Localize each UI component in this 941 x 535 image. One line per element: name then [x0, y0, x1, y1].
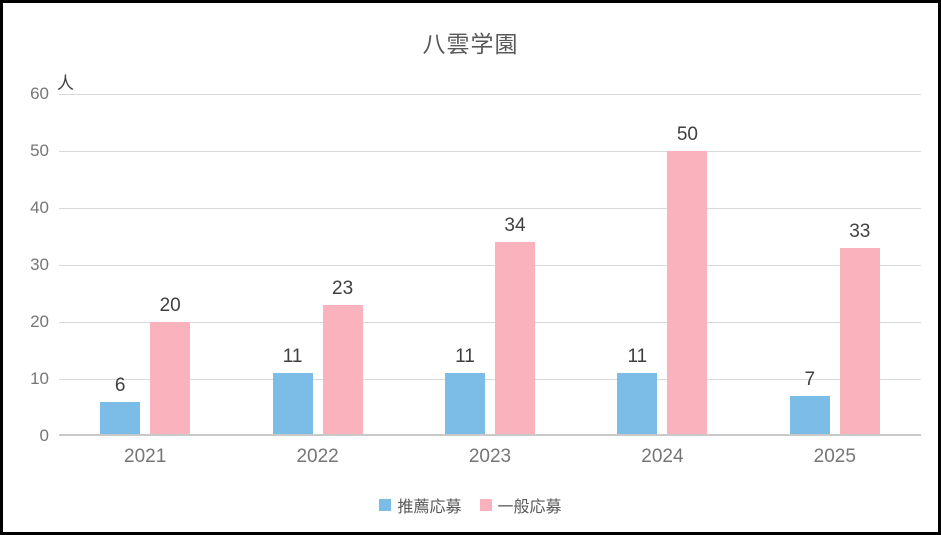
legend-label-一般応募: 一般応募	[497, 499, 562, 516]
bar-推薦応募-2021	[100, 401, 141, 435]
bar-一般応募-2023	[495, 242, 535, 435]
plot-area: 6 20 2021 11 23 2022 11 34 2023 11 50 2024 7 33 2025	[59, 94, 921, 467]
y-axis-tick-labels: 0 10 20 30 40 50 60	[7, 84, 49, 445]
data-label-推薦応募-2025: 7	[804, 369, 816, 391]
bar-推薦応募-2022	[272, 373, 313, 435]
legend-swatch-一般応募	[479, 499, 492, 511]
y-tick-label-50: 50	[30, 140, 49, 160]
legend-item-推薦応募: 推薦応募	[379, 493, 462, 517]
bar-一般応募-2021	[150, 322, 191, 435]
bar-推薦応募-2025	[789, 396, 830, 435]
gridline-30	[59, 265, 921, 266]
data-label-推薦応募-2023: 11	[455, 346, 475, 368]
data-label-一般応募-2021: 20	[159, 295, 181, 317]
data-label-推薦応募-2024: 11	[627, 346, 648, 368]
legend-label-推薦応募: 推薦応募	[397, 499, 462, 516]
y-tick-label-40: 40	[30, 197, 49, 217]
data-label-一般応募-2024: 50	[676, 124, 698, 145]
x-axis-label-2023: 2023	[468, 446, 512, 467]
x-axis-label-2021: 2021	[124, 446, 167, 467]
x-axis-line	[59, 434, 921, 436]
y-tick-label-60: 60	[30, 84, 49, 103]
x-axis-label-2022: 2022	[296, 446, 339, 467]
legend: 推薦応募 一般応募	[3, 493, 938, 517]
bar-推薦応募-2024	[617, 373, 658, 435]
y-tick-label-10: 10	[30, 369, 49, 388]
gridline-40	[59, 208, 921, 210]
y-tick-label-30: 30	[30, 255, 49, 274]
gridline-10	[59, 379, 921, 381]
y-tick-label-0: 0	[39, 426, 49, 445]
gridline-50	[59, 151, 921, 152]
bar-推薦応募-2023	[445, 373, 485, 435]
gridline-20	[59, 322, 921, 324]
legend-swatch-推薦応募	[379, 499, 392, 511]
x-axis-label-2025: 2025	[813, 446, 856, 467]
bar-一般応募-2025	[839, 247, 880, 435]
gridline-60	[59, 94, 921, 95]
bar-一般応募-2022	[322, 304, 363, 435]
data-label-一般応募-2023: 34	[504, 215, 526, 237]
chart-title: 八雲学園	[422, 31, 519, 57]
data-label-推薦応募-2022: 11	[282, 346, 303, 368]
y-axis-unit-label: 人	[57, 74, 74, 93]
data-label-推薦応募-2021: 6	[114, 374, 126, 396]
legend-item-一般応募: 一般応募	[479, 493, 562, 517]
x-axis-label-2024: 2024	[641, 446, 684, 467]
bar-一般応募-2024	[667, 151, 708, 435]
data-label-一般応募-2025: 33	[849, 220, 871, 242]
data-label-一般応募-2022: 23	[332, 277, 354, 299]
y-tick-label-20: 20	[30, 311, 49, 331]
